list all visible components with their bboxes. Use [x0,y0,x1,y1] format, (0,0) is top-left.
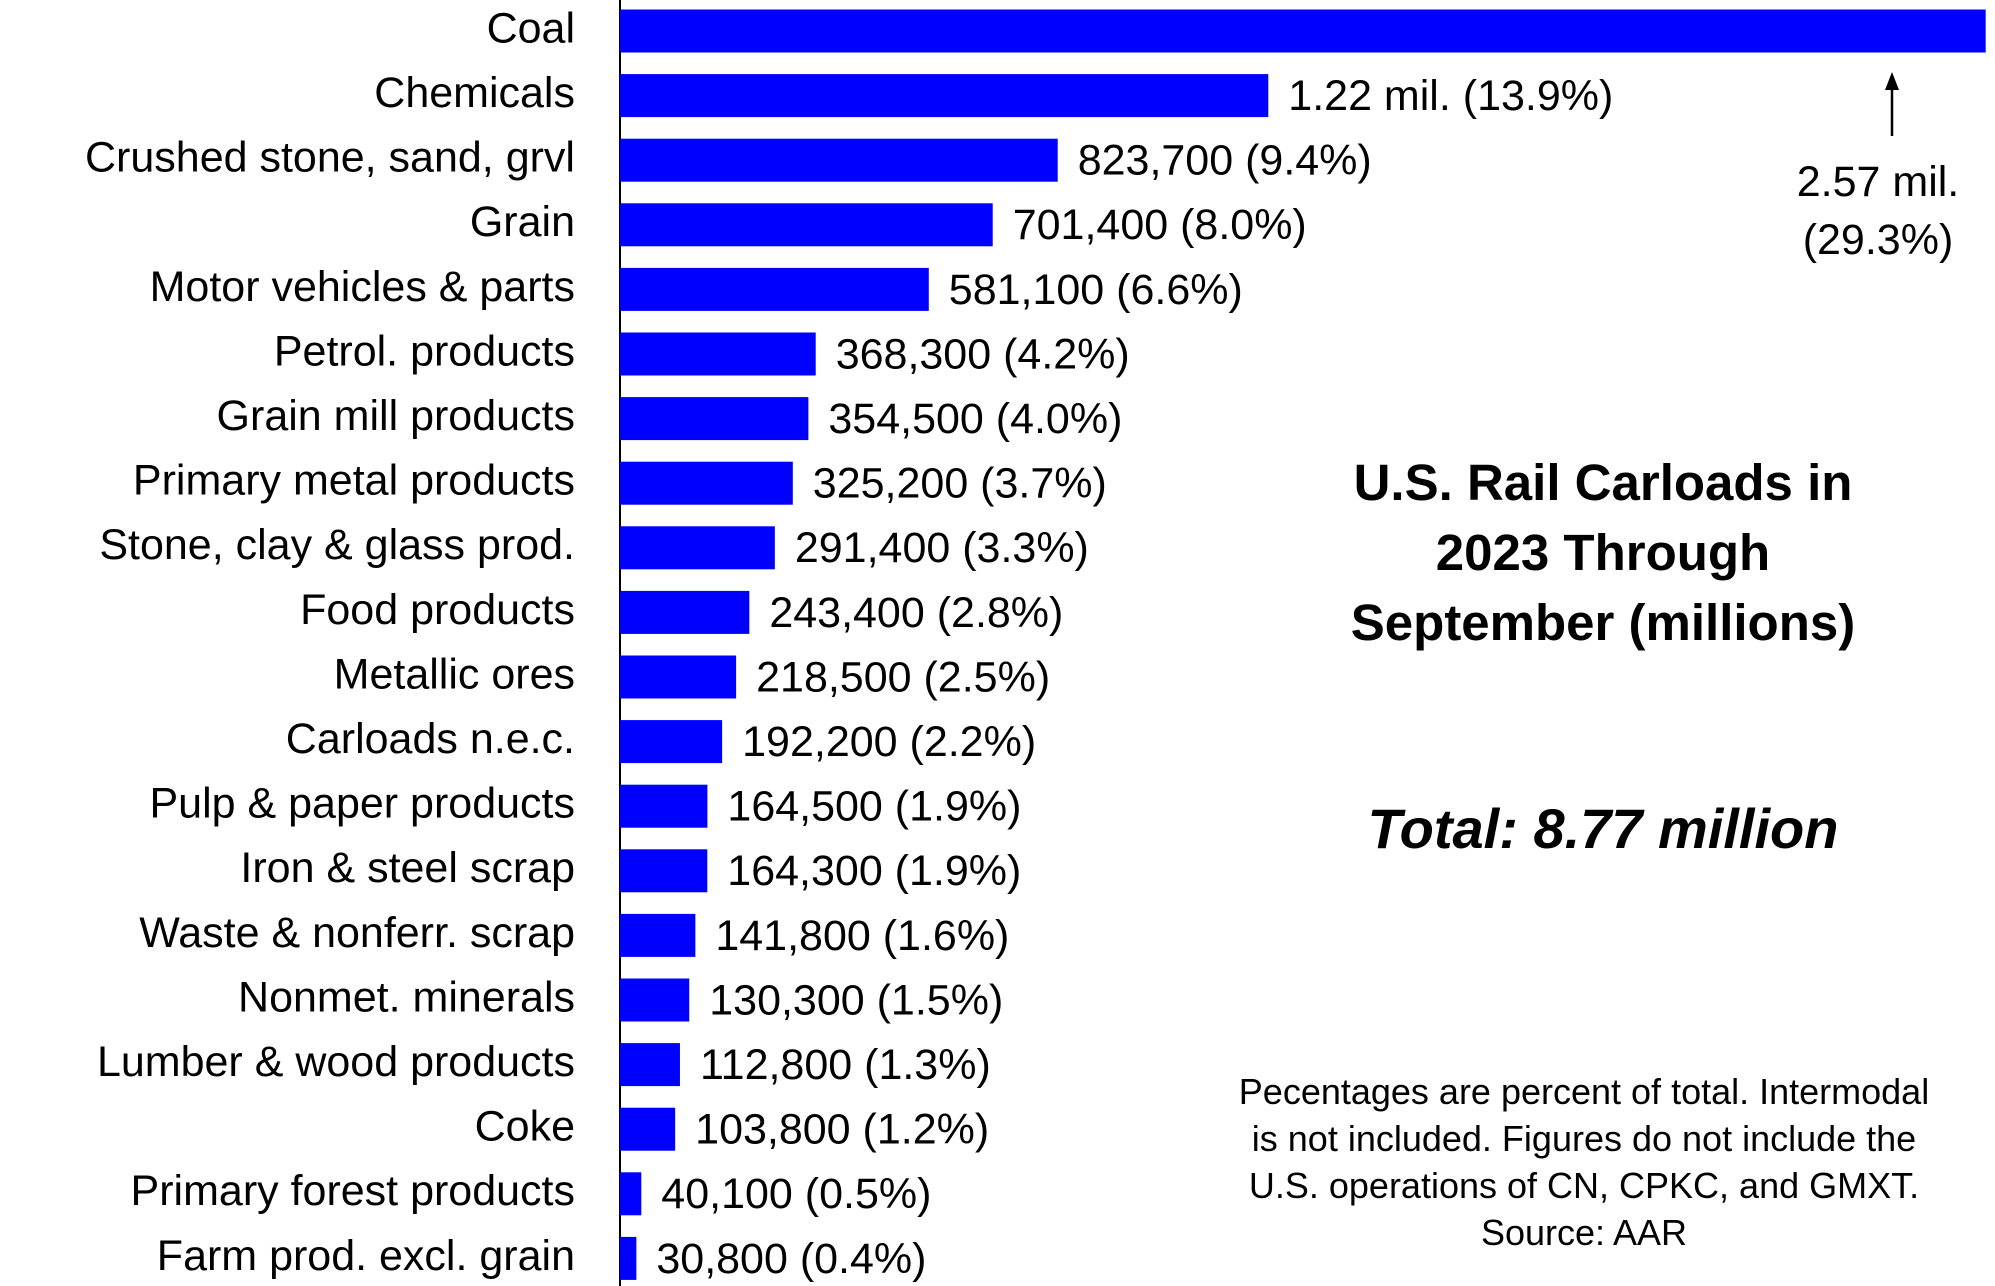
category-label: Coal [487,4,575,52]
bar [620,1107,676,1151]
value-label: 40,100 (0.5%) [661,1170,931,1218]
value-label: 164,500 (1.9%) [727,783,1021,831]
category-label: Grain mill products [217,392,575,440]
bar [620,74,1269,118]
category-label: Primary forest products [131,1167,575,1215]
bar [620,720,723,764]
category-label: Lumber & wood products [97,1038,575,1086]
bar [620,1043,680,1087]
value-label: 325,200 (3.7%) [813,460,1107,508]
value-label: 130,300 (1.5%) [709,976,1003,1024]
category-label: Food products [300,586,575,634]
category-label: Coke [475,1103,575,1151]
chart-title: U.S. Rail Carloads in 2023 Through Septe… [1350,454,1856,651]
arrow-head [1885,72,1899,90]
bar [620,138,1058,182]
category-label: Pulp & paper products [150,780,576,828]
category-label: Carloads n.e.c. [286,715,575,763]
bar [620,1172,642,1216]
category-label: Motor vehicles & parts [150,263,575,311]
bar [620,913,696,957]
bar [620,590,750,634]
category-label: Chemicals [374,69,575,117]
category-label: Metallic ores [334,650,575,698]
category-label: Stone, clay & glass prod. [99,521,575,569]
value-label: 823,700 (9.4%) [1078,137,1372,185]
category-label: Nonmet. minerals [238,973,575,1021]
value-label: 164,300 (1.9%) [727,847,1021,895]
category-label: Primary metal products [133,457,575,505]
value-label: 354,500 (4.0%) [828,395,1122,443]
category-label: Crushed stone, sand, grvl [85,134,575,182]
value-label: 30,800 (0.4%) [656,1235,926,1283]
value-label: 2.57 mil. (29.3%) [1796,158,1960,264]
value-label: 243,400 (2.8%) [769,589,1063,637]
bar [620,978,690,1022]
bar [620,9,1986,53]
bar [620,332,816,376]
bar [620,784,708,828]
chart-subtitle: Total: 8.77 million [1367,797,1839,860]
value-label: 103,800 (1.2%) [695,1106,989,1154]
value-label: 192,200 (2.2%) [742,718,1036,766]
bar [620,461,793,505]
value-label: 218,500 (2.5%) [756,653,1050,701]
bar [620,849,708,893]
note: Pecentages are percent of total. Intermo… [1238,1071,1930,1253]
bar [620,655,737,699]
bar [620,526,775,570]
category-label: Farm prod. excl. grain [157,1232,575,1280]
value-label: 701,400 (8.0%) [1013,201,1307,249]
value-label: 581,100 (6.6%) [949,266,1243,314]
bar [620,1236,637,1280]
value-label: 291,400 (3.3%) [795,524,1089,572]
value-label: 1.22 mil. (13.9%) [1288,72,1613,120]
bar [620,397,809,441]
category-label: Grain [470,198,575,246]
value-label: 141,800 (1.6%) [715,912,1009,960]
category-label: Waste & nonferr. scrap [139,909,575,957]
bar [620,267,929,311]
category-label: Petrol. products [274,327,575,375]
bar [620,203,993,247]
value-label: 112,800 (1.3%) [700,1041,991,1089]
category-label: Iron & steel scrap [240,844,575,892]
value-label: 368,300 (4.2%) [836,330,1130,378]
